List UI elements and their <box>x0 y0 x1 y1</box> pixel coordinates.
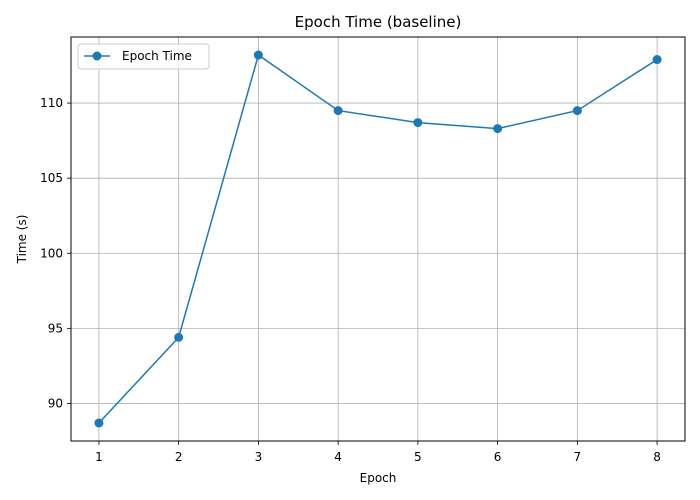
y-axis-label: Time (s) <box>15 215 29 265</box>
data-point <box>94 418 104 428</box>
data-point <box>413 118 423 128</box>
y-tick-label: 110 <box>40 96 63 110</box>
x-tick-label: 6 <box>494 450 502 464</box>
y-tick-label: 90 <box>48 396 63 410</box>
y-ticks: 90 95 100 105 110 <box>40 96 71 410</box>
data-point <box>253 50 263 60</box>
x-tick-label: 3 <box>255 450 263 464</box>
x-tick-label: 4 <box>334 450 342 464</box>
data-point <box>572 106 582 116</box>
y-tick-label: 105 <box>40 171 63 185</box>
data-point <box>493 124 503 134</box>
y-tick-label: 95 <box>48 321 63 335</box>
series-line <box>98 53 658 424</box>
data-point <box>174 332 184 342</box>
data-point <box>652 55 662 65</box>
legend-marker <box>92 51 102 61</box>
x-tick-label: 2 <box>175 450 183 464</box>
y-tick-label: 100 <box>40 246 63 260</box>
x-ticks: 1 2 3 4 5 6 7 8 <box>95 441 661 464</box>
legend-box <box>77 43 210 70</box>
x-axis-label: Epoch <box>360 471 397 485</box>
chart-title: Epoch Time (baseline) <box>295 13 462 31</box>
x-tick-label: 7 <box>574 450 582 464</box>
legend-label: Epoch Time <box>122 49 192 63</box>
plot-frame <box>70 36 686 442</box>
series-layer <box>94 50 662 428</box>
x-tick-label: 8 <box>653 450 661 464</box>
grid <box>71 37 685 441</box>
data-point <box>333 106 343 116</box>
x-tick-label: 5 <box>414 450 422 464</box>
legend: Epoch Time <box>77 43 210 70</box>
x-tick-label: 1 <box>95 450 103 464</box>
